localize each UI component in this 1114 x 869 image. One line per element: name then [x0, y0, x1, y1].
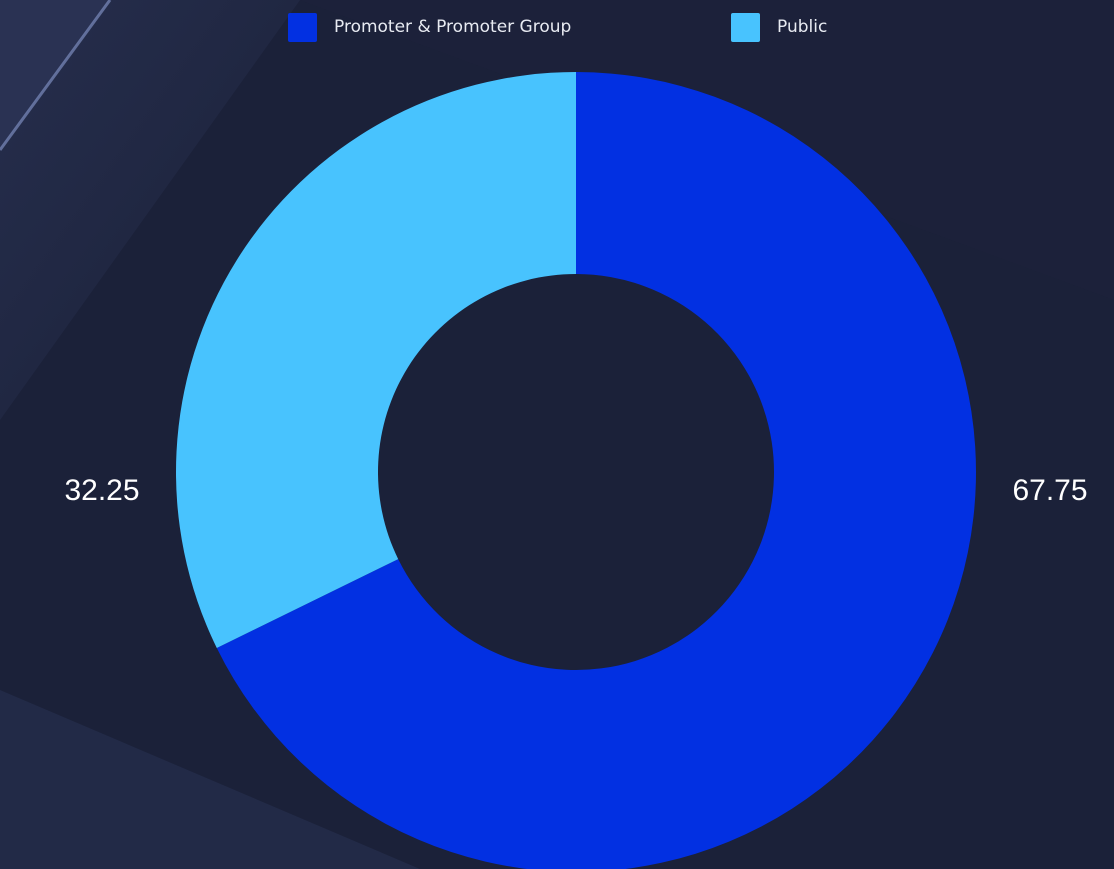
legend-label: Public — [777, 17, 827, 37]
legend-swatch — [731, 13, 760, 42]
legend: Promoter & Promoter Group Public — [288, 13, 827, 42]
donut-slice — [216, 72, 976, 869]
legend-label: Promoter & Promoter Group — [334, 17, 571, 37]
background-shape — [0, 0, 300, 420]
value-label: 32.25 — [64, 474, 139, 507]
donut — [176, 72, 976, 869]
background-edge — [0, 0, 112, 151]
background-shape — [0, 690, 420, 869]
legend-swatch — [288, 13, 317, 42]
donut-slice — [176, 72, 577, 648]
value-label: 67.75 — [1012, 474, 1087, 507]
